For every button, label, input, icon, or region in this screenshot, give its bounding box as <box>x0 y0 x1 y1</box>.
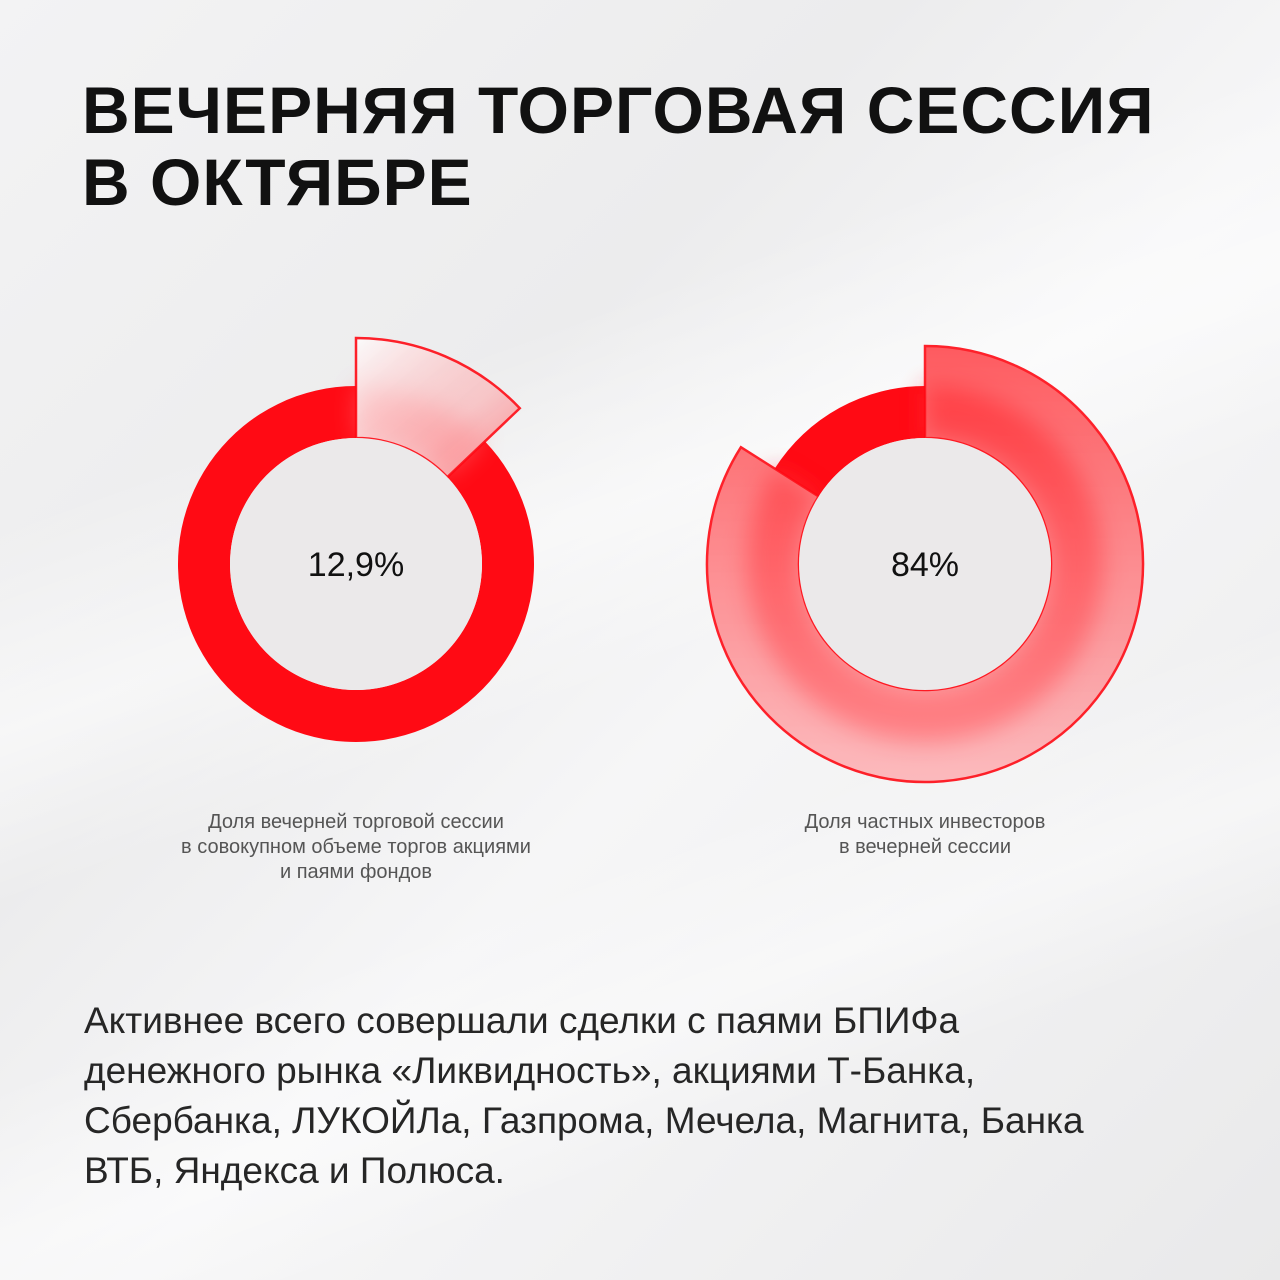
caption-line: Доля частных инвесторов <box>804 811 1046 833</box>
title-line: В ОКТЯБРЕ <box>82 145 473 219</box>
title-line: ВЕЧЕРНЯЯ ТОРГОВАЯ СЕССИЯ <box>82 73 1155 147</box>
donut-chart-evening-share: 12,9% <box>177 336 534 742</box>
chart-caption-evening-share: Доля вечерней торговой сессии в совокупн… <box>146 810 566 885</box>
donut-center-value: 12,9% <box>308 546 404 584</box>
caption-line: Доля вечерней торговой сессии <box>208 811 504 833</box>
chart-caption-retail-share: Доля частных инвесторов в вечерней сесси… <box>715 810 1135 860</box>
caption-line: и паями фондов <box>279 861 433 883</box>
donut-hole <box>230 438 482 690</box>
caption-line: в совокупном объеме торгов акциями <box>181 836 531 858</box>
summary-line: ВТБ, Яндекса и Полюса. <box>84 1150 505 1191</box>
summary-paragraph: Активнее всего совершали сделки с паями … <box>84 996 1204 1196</box>
page-title: ВЕЧЕРНЯЯ ТОРГОВАЯ СЕССИЯ В ОКТЯБРЕ <box>82 74 1212 218</box>
donut-slice <box>774 386 925 497</box>
donut-chart-retail-share: 84% <box>705 344 1145 784</box>
summary-line: денежного рынка «Ликвидность», акциями Т… <box>84 1050 976 1091</box>
charts-area: 12,9% 84% <box>177 336 1145 784</box>
caption-line: в вечерней сессии <box>838 836 1012 858</box>
donut-hole <box>799 438 1051 690</box>
summary-line: Сбербанка, ЛУКОЙЛа, Газпрома, Мечела, Ма… <box>84 1100 1084 1141</box>
donut-center-value: 84% <box>891 546 959 584</box>
summary-line: Активнее всего совершали сделки с паями … <box>84 1000 960 1041</box>
